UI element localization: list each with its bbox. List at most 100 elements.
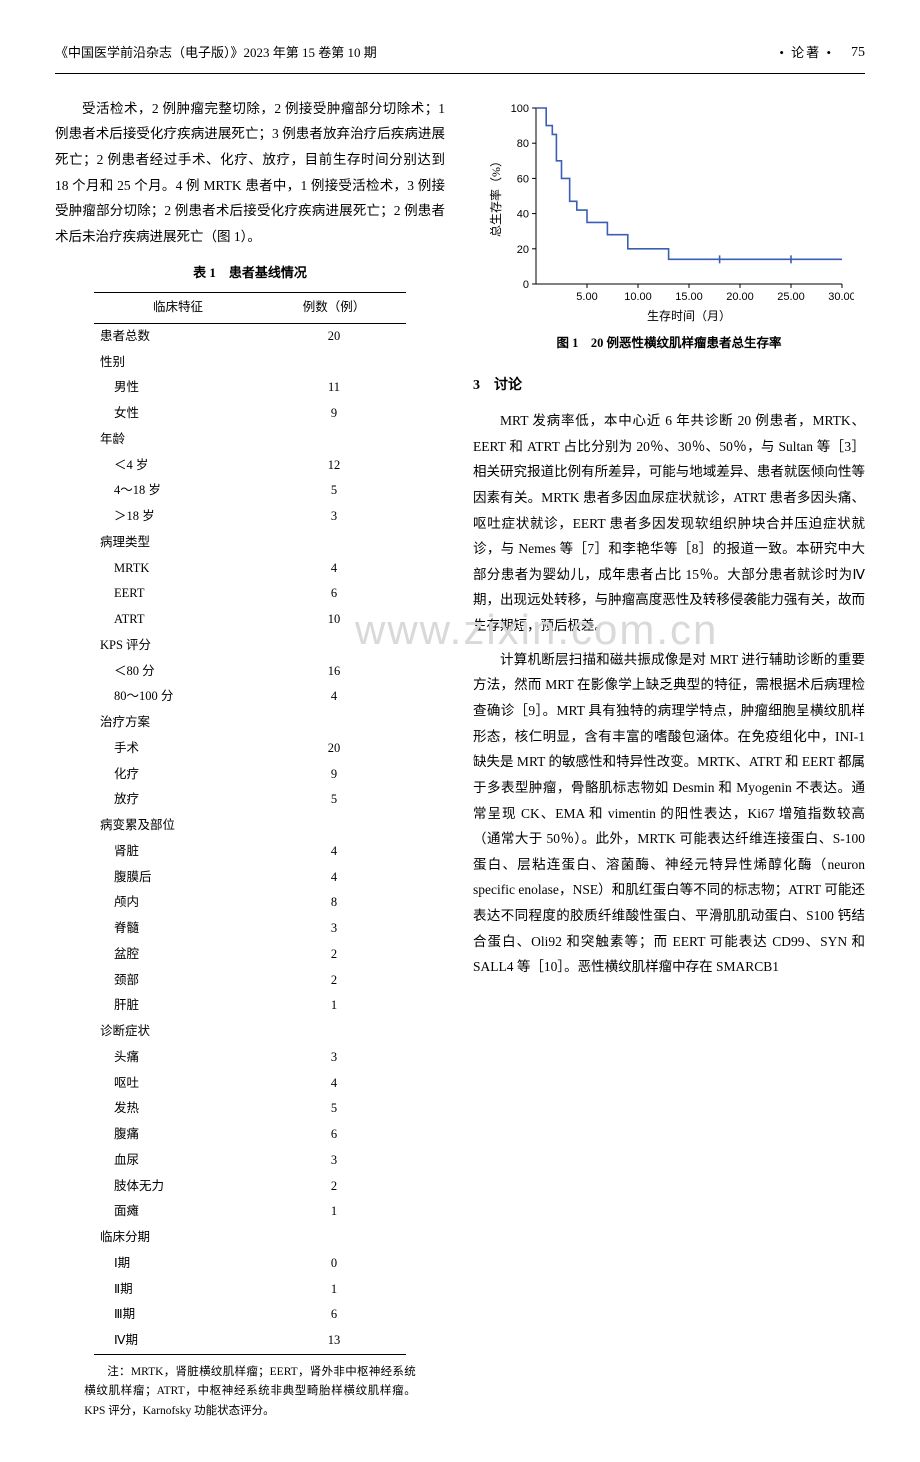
section3-p2: 计算机断层扫描和磁共振成像是对 MRT 进行辅助诊断的重要方法，然而 MRT 在…	[473, 647, 865, 980]
left-paragraph: 受活检术，2 例肿瘤完整切除，2 例接受肿瘤部分切除术；1 例患者术后接受化疗疾…	[55, 96, 445, 250]
table-row-value: 9	[262, 401, 406, 427]
table-row-value: 13	[262, 1328, 406, 1354]
table-row-label: 病变累及部位	[94, 813, 262, 839]
table-row-label: 放疗	[94, 787, 262, 813]
table-row-value: 5	[262, 1096, 406, 1122]
table-row-value: 11	[262, 375, 406, 401]
table-row-label: 肝脏	[94, 993, 262, 1019]
table-row-label: 面瘫	[94, 1199, 262, 1225]
table-row-value: 16	[262, 659, 406, 685]
svg-text:60: 60	[517, 173, 529, 185]
table-row-value: 4	[262, 839, 406, 865]
svg-text:25.00: 25.00	[777, 291, 805, 303]
table-row-label: 呕吐	[94, 1071, 262, 1097]
table-row-value: 4	[262, 556, 406, 582]
table-row-label: ＜4 岁	[94, 453, 262, 479]
table-row-label: 盆腔	[94, 942, 262, 968]
table-row-value: 1	[262, 1199, 406, 1225]
table-row-label: Ⅱ期	[94, 1277, 262, 1303]
journal-title: 《中国医学前沿杂志（电子版）》2023 年第 15 卷第 10 期	[55, 41, 377, 66]
table-row-label: 男性	[94, 375, 262, 401]
table-row-value: 3	[262, 504, 406, 530]
table-row-value: 2	[262, 942, 406, 968]
table-row-label: ＞18 岁	[94, 504, 262, 530]
table-row-label: 化疗	[94, 762, 262, 788]
svg-text:0: 0	[523, 279, 529, 291]
table-row-value: 12	[262, 453, 406, 479]
svg-text:80: 80	[517, 138, 529, 150]
table-row-value: 2	[262, 968, 406, 994]
table1-col0: 临床特征	[94, 293, 262, 324]
page-number: 75	[851, 40, 865, 67]
table-row-value: 10	[262, 607, 406, 633]
table-row-label: 诊断症状	[94, 1019, 262, 1045]
table-row-label: MRTK	[94, 556, 262, 582]
table-row-value: 4	[262, 1071, 406, 1097]
table-row-label: 性别	[94, 350, 262, 376]
table-row-label: 年龄	[94, 427, 262, 453]
table-row-value: 6	[262, 581, 406, 607]
table-row-value: 20	[262, 323, 406, 349]
table-row-value: 2	[262, 1174, 406, 1200]
svg-text:40: 40	[517, 208, 529, 220]
table-row-label: EERT	[94, 581, 262, 607]
table-row-value	[262, 1019, 406, 1045]
table-row-label: 4～18 岁	[94, 478, 262, 504]
right-column: 0204060801005.0010.0015.0020.0025.0030.0…	[473, 96, 865, 1422]
table-row-value: 3	[262, 1045, 406, 1071]
table-row-label: 肾脏	[94, 839, 262, 865]
section-label: • 论著 •	[779, 41, 833, 66]
table-row-value: 0	[262, 1251, 406, 1277]
table-row-value: 1	[262, 1277, 406, 1303]
section3-p1: MRT 发病率低，本中心近 6 年共诊断 20 例患者，MRTK、EERT 和 …	[473, 408, 865, 639]
table1-col1: 例数（例）	[262, 293, 406, 324]
table-row-value: 6	[262, 1122, 406, 1148]
table-row-value	[262, 633, 406, 659]
table-row-value	[262, 427, 406, 453]
table-row-label: ＜80 分	[94, 659, 262, 685]
table-row-label: 血尿	[94, 1148, 262, 1174]
table-row-label: KPS 评分	[94, 633, 262, 659]
table-row-label: 脊髓	[94, 916, 262, 942]
svg-text:30.00: 30.00	[828, 291, 854, 303]
table-row-label: 发热	[94, 1096, 262, 1122]
table-row-value: 3	[262, 1148, 406, 1174]
table-row-value	[262, 813, 406, 839]
section3-heading: 3 讨论	[473, 373, 865, 400]
table-row-label: 腹膜后	[94, 865, 262, 891]
table-row-label: 临床分期	[94, 1225, 262, 1251]
table1: 临床特征 例数（例） 患者总数20性别男性11女性9年龄＜4 岁124～18 岁…	[94, 292, 406, 1355]
table-row-value	[262, 710, 406, 736]
figure1-title: 图 1 20 例恶性横纹肌样瘤患者总生存率	[473, 332, 865, 356]
table-row-label: 治疗方案	[94, 710, 262, 736]
table-row-label: 颅内	[94, 890, 262, 916]
table-row-value: 4	[262, 865, 406, 891]
table-row-value: 20	[262, 736, 406, 762]
svg-text:生存时间（月）: 生存时间（月）	[647, 309, 731, 323]
table-row-label: 病理类型	[94, 530, 262, 556]
table-row-value: 3	[262, 916, 406, 942]
svg-text:20: 20	[517, 243, 529, 255]
table-row-label: 80～100 分	[94, 684, 262, 710]
table-row-value: 9	[262, 762, 406, 788]
table-row-label: ATRT	[94, 607, 262, 633]
table-row-value: 5	[262, 478, 406, 504]
table-row-value: 6	[262, 1302, 406, 1328]
table-row-value: 1	[262, 993, 406, 1019]
table-row-label: 女性	[94, 401, 262, 427]
svg-text:总生存率（%）: 总生存率（%）	[488, 155, 503, 237]
table1-note: 注：MRTK，肾脏横纹肌样瘤；EERT，肾外非中枢神经系统横纹肌样瘤；ATRT，…	[84, 1363, 416, 1422]
table-row-value	[262, 1225, 406, 1251]
table-row-label: 头痛	[94, 1045, 262, 1071]
svg-text:100: 100	[511, 103, 529, 115]
table1-title: 表 1 患者基线情况	[55, 261, 445, 286]
table-row-value	[262, 530, 406, 556]
table-row-label: 颈部	[94, 968, 262, 994]
table-row-label: Ⅳ期	[94, 1328, 262, 1354]
table-row-label: Ⅲ期	[94, 1302, 262, 1328]
table-row-label: Ⅰ期	[94, 1251, 262, 1277]
table-row-label: 手术	[94, 736, 262, 762]
figure1: 0204060801005.0010.0015.0020.0025.0030.0…	[473, 96, 865, 356]
table-row-value: 5	[262, 787, 406, 813]
survival-chart: 0204060801005.0010.0015.0020.0025.0030.0…	[484, 96, 854, 326]
